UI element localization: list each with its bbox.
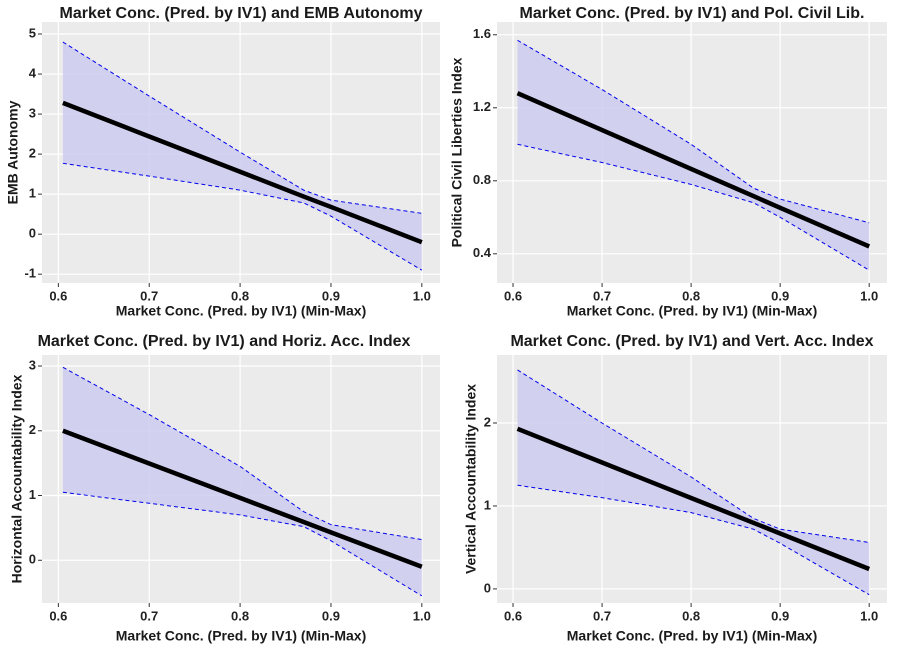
chart-title: Market Conc. (Pred. by IV1) and Vert. Ac… [510,333,873,350]
x-tick-label: 0.7 [593,608,611,623]
estimate-line [516,91,871,249]
y-tick-label: 4 [29,65,37,80]
lower-bound [62,491,423,597]
x-tick-label: 0.9 [322,608,340,623]
confidence-band [62,42,422,271]
lower-bound [517,143,870,271]
x-tick-label: 0.8 [682,288,700,303]
y-axis-label: Vertical Accountability Index [463,384,479,574]
y-axis-label: EMB Autonomy [5,100,21,204]
x-tick-label: 0.6 [49,608,67,623]
y-tick-label: 1 [29,186,36,201]
lower-bound [62,162,423,271]
x-tick-label: 0.8 [231,288,249,303]
x-tick-label: 0.9 [771,288,789,303]
x-tick-label: 0.9 [322,288,340,303]
y-tick-label: 0 [484,580,491,595]
estimate-line [516,426,871,572]
confidence-band [517,40,870,271]
x-tick-label: 0.8 [231,608,249,623]
x-tick-label: 0.9 [771,608,789,623]
y-tick-label: -1 [24,266,36,281]
y-tick-label: 1 [484,497,491,512]
x-axis-label: Market Conc. (Pred. by IV1) (Min-Max) [567,628,817,644]
y-tick-label: 0.8 [473,172,491,187]
upper-bound [517,39,870,224]
x-tick-label: 0.7 [140,288,158,303]
y-tick-label: 0 [29,552,36,567]
y-tick-label: 2 [484,414,491,429]
confidence-band [517,369,870,595]
upper-bound [62,41,422,214]
x-axis-label: Market Conc. (Pred. by IV1) (Min-Max) [116,303,366,319]
y-tick-label: 3 [29,357,36,372]
y-tick-label: 1.2 [473,99,491,114]
y-axis-label: Horizontal Accountability Index [9,374,25,583]
upper-bound [517,369,870,543]
y-tick-label: 2 [29,422,36,437]
x-axis-label: Market Conc. (Pred. by IV1) (Min-Max) [567,303,817,319]
lower-bound [517,484,870,596]
chart-title: Market Conc. (Pred. by IV1) and EMB Auto… [59,5,422,22]
x-tick-label: 1.0 [860,608,878,623]
y-tick-label: 5 [29,25,36,40]
y-tick-label: 3 [29,106,36,121]
x-axis-label: Market Conc. (Pred. by IV1) (Min-Max) [116,628,366,644]
x-tick-label: 1.0 [860,288,878,303]
y-tick-label: 2 [29,146,36,161]
x-tick-label: 0.6 [504,608,522,623]
chart-title: Market Conc. (Pred. by IV1) and Horiz. A… [38,333,411,350]
y-tick-label: 0.4 [473,245,492,260]
x-tick-label: 1.0 [413,608,431,623]
x-tick-label: 1.0 [413,288,431,303]
x-tick-label: 0.6 [504,288,522,303]
confidence-band [62,367,422,596]
x-tick-label: 0.7 [593,288,611,303]
y-tick-label: 1.6 [473,26,491,41]
x-tick-label: 0.7 [140,608,158,623]
y-axis-label: Political Civil Liberties Index [449,57,465,247]
y-tick-label: 0 [29,226,36,241]
estimate-line [62,428,423,569]
estimate-line [62,100,423,245]
x-tick-label: 0.8 [682,608,700,623]
y-tick-label: 1 [29,487,36,502]
x-tick-label: 0.6 [49,288,67,303]
chart-title: Market Conc. (Pred. by IV1) and Pol. Civ… [520,5,865,22]
